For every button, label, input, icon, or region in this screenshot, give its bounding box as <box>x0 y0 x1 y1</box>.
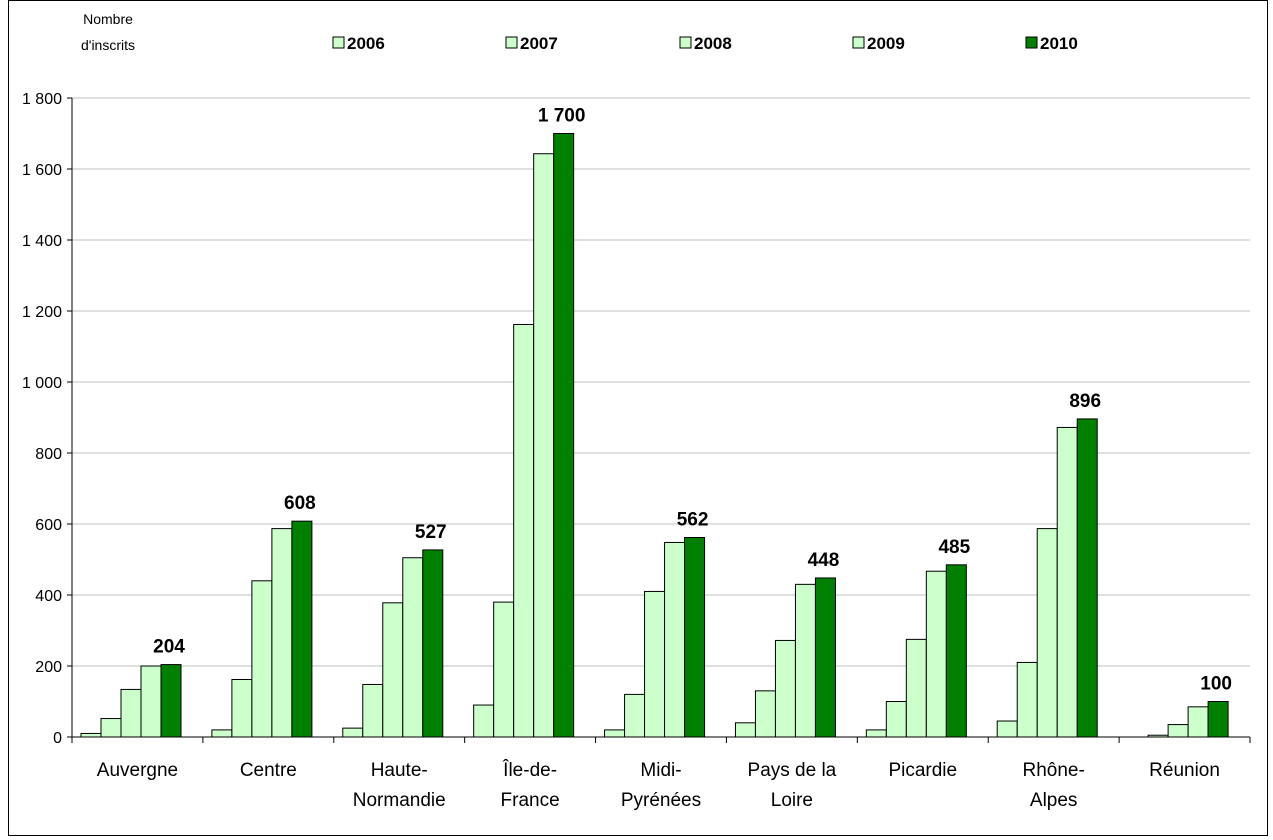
bar-2009 <box>402 557 424 738</box>
legend-label: 2006 <box>347 34 385 53</box>
category-label: Réunion <box>1149 760 1220 781</box>
category-label: Île-de- <box>502 759 557 781</box>
category-label: Haute- <box>371 760 428 781</box>
bar-2010 <box>422 549 444 738</box>
y-tick-label: 1 400 <box>22 233 62 250</box>
bar-2010 <box>1207 701 1229 738</box>
bar-2006 <box>473 704 495 738</box>
category-label: Pyrénées <box>621 790 701 811</box>
bar-2006 <box>734 722 756 738</box>
bar-2007 <box>624 693 646 738</box>
bar-2007 <box>362 683 384 738</box>
bar-2008 <box>513 323 535 738</box>
bar-2009 <box>140 665 162 738</box>
bar-2006 <box>342 727 364 738</box>
data-label: 1 700 <box>538 106 586 127</box>
legend-swatch <box>1025 36 1038 49</box>
bar-2010 <box>684 536 706 738</box>
bar-2009 <box>1056 426 1078 738</box>
category-label: Auvergne <box>97 760 178 781</box>
category-label: Pays de la <box>748 760 837 781</box>
legend-swatch <box>505 36 518 49</box>
bar-2008 <box>120 688 142 738</box>
category-label: Midi- <box>640 760 681 781</box>
bar-2008 <box>644 590 666 738</box>
bar-2008 <box>382 602 404 738</box>
bar-2006 <box>996 720 1018 738</box>
bar-2010 <box>814 577 836 738</box>
y-tick-label: 0 <box>53 730 62 747</box>
bar-2010 <box>553 133 575 738</box>
bar-2008 <box>251 580 273 738</box>
category-label: Normandie <box>353 790 446 811</box>
y-tick-label: 400 <box>35 588 62 605</box>
bar-2007 <box>231 678 253 738</box>
legend-label: 2010 <box>1040 34 1078 53</box>
data-label: 204 <box>153 637 185 658</box>
y-tick-label: 600 <box>35 517 62 534</box>
bar-2007 <box>1147 734 1169 738</box>
legend-label: 2009 <box>867 34 905 53</box>
y-tick-label: 800 <box>35 446 62 463</box>
data-label: 562 <box>677 509 709 530</box>
bar-2008 <box>1036 528 1058 738</box>
bar-2006 <box>80 732 102 738</box>
bar-2010 <box>945 564 967 738</box>
data-label: 608 <box>284 493 316 514</box>
category-label: Picardie <box>888 760 957 781</box>
category-label: France <box>501 790 560 811</box>
bar-2007 <box>885 701 907 738</box>
data-label: 896 <box>1069 391 1101 412</box>
legend-label: 2007 <box>520 34 558 53</box>
category-label: Loire <box>771 790 813 811</box>
bar-2008 <box>1167 724 1189 738</box>
bar-2006 <box>604 729 626 738</box>
bar-2007 <box>493 601 515 738</box>
y-axis-label: d'inscrits <box>81 37 135 53</box>
legend-swatch <box>679 36 692 49</box>
bar-2009 <box>925 570 947 738</box>
bar-2007 <box>100 718 122 738</box>
category-label: Rhône- <box>1023 760 1085 781</box>
bar-2010 <box>1076 418 1098 738</box>
data-label: 485 <box>938 537 970 558</box>
bar-2006 <box>865 729 887 738</box>
bar-2007 <box>754 690 776 738</box>
bar-2009 <box>1187 706 1209 738</box>
data-label: 527 <box>415 522 447 543</box>
category-label: Alpes <box>1030 790 1078 811</box>
bar-2010 <box>291 520 313 738</box>
bar-2007 <box>1016 661 1038 738</box>
y-tick-label: 1 800 <box>22 91 62 108</box>
bar-2009 <box>794 583 816 738</box>
category-label: Centre <box>240 760 297 781</box>
bar-2008 <box>905 638 927 738</box>
y-tick-label: 1 000 <box>22 375 62 392</box>
legend-label: 2008 <box>694 34 732 53</box>
y-axis-label: Nombre <box>83 11 133 27</box>
y-tick-label: 200 <box>35 659 62 676</box>
y-tick-label: 1 200 <box>22 304 62 321</box>
data-label: 448 <box>808 550 840 571</box>
y-tick-label: 1 600 <box>22 162 62 179</box>
bar-2008 <box>774 639 796 738</box>
data-label: 100 <box>1200 674 1232 695</box>
bar-2006 <box>211 729 233 738</box>
legend-swatch <box>332 36 345 49</box>
bar-2010 <box>160 664 182 738</box>
legend-swatch <box>852 36 865 49</box>
bar-2009 <box>664 541 686 738</box>
bar-2009 <box>271 528 293 738</box>
bar-2009 <box>533 153 555 738</box>
